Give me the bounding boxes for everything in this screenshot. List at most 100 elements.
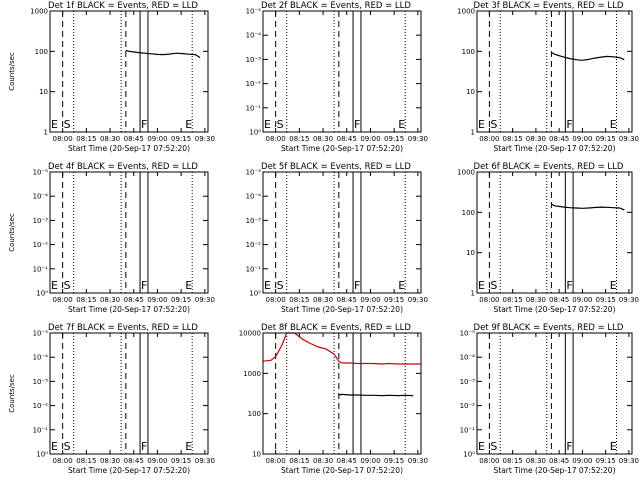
- chart-title: Det 2f BLACK = Events, RED = LLD: [261, 1, 411, 11]
- x-tick-label: 08:45: [124, 296, 144, 304]
- marker-label: F: [354, 279, 360, 292]
- x-tick-label: 09:00: [147, 135, 167, 143]
- y-tick-label: 10⁻²: [33, 402, 49, 410]
- x-tick-label: 08:00: [479, 457, 499, 465]
- x-tick-label: 08:15: [289, 296, 309, 304]
- marker-label: F: [354, 118, 360, 131]
- x-tick-label: 09:30: [619, 296, 639, 304]
- y-tick-label: 10⁰: [463, 451, 475, 459]
- x-tick-label: 08:00: [266, 457, 286, 465]
- y-tick-label: 10⁻⁴: [460, 354, 476, 362]
- y-tick-label: 10⁻³: [33, 217, 49, 225]
- marker-label: F: [141, 440, 147, 453]
- x-tick-label: 09:00: [572, 296, 592, 304]
- x-tick-label: 08:00: [479, 135, 499, 143]
- x-tick-label: 09:00: [360, 296, 380, 304]
- y-tick-label: 10⁻⁴: [246, 193, 262, 201]
- plot-frame: [262, 332, 422, 455]
- marker-label: E: [185, 118, 192, 131]
- y-tick-label: 10⁻⁵: [460, 330, 476, 338]
- marker-label: E: [398, 279, 405, 292]
- marker-label: E: [610, 118, 617, 131]
- y-tick-label: 10: [466, 88, 475, 96]
- y-tick-label: 10⁻²: [246, 241, 262, 249]
- y-tick-label: 100: [462, 48, 475, 56]
- marker-label: E: [185, 279, 192, 292]
- marker-label: E: [185, 440, 192, 453]
- x-tick-label: 08:45: [549, 457, 569, 465]
- y-tick-label: 10⁻⁵: [246, 8, 262, 16]
- x-tick-label: 08:30: [526, 457, 546, 465]
- x-tick-label: 08:15: [503, 296, 523, 304]
- marker-label: E: [398, 118, 405, 131]
- marker-label: S: [490, 440, 497, 453]
- x-tick-label: 09:15: [596, 135, 616, 143]
- x-axis-label: Start Time (20-Sep-17 07:52:20): [494, 305, 616, 314]
- x-tick-label: 09:30: [195, 457, 215, 465]
- marker-label: E: [264, 279, 271, 292]
- x-axis-label: Start Time (20-Sep-17 07:52:20): [494, 144, 616, 153]
- marker-label: S: [64, 440, 71, 453]
- x-tick-label: 08:30: [313, 457, 333, 465]
- y-tick-label: 1000: [457, 169, 475, 177]
- plot-frame: [49, 10, 209, 133]
- x-tick-label: 08:30: [100, 457, 120, 465]
- x-tick-label: 09:00: [572, 135, 592, 143]
- y-tick-label: 10⁰: [249, 129, 261, 137]
- x-tick-label: 08:00: [266, 135, 286, 143]
- x-tick-label: 08:30: [313, 296, 333, 304]
- y-tick-label: 10⁻¹: [246, 104, 262, 112]
- x-tick-label: 09:15: [384, 457, 404, 465]
- y-axis-label: Counts/sec: [8, 52, 16, 91]
- x-tick-label: 09:30: [408, 296, 428, 304]
- plot-frame: [49, 171, 209, 294]
- y-tick-label: 10000: [239, 330, 261, 338]
- y-tick-label: 1: [471, 129, 475, 137]
- marker-label: F: [566, 440, 572, 453]
- x-tick-label: 09:00: [147, 296, 167, 304]
- marker-label: E: [478, 440, 485, 453]
- chart-title: Det 8f BLACK = Events, RED = LLD: [261, 323, 411, 333]
- x-axis-label: Start Time (20-Sep-17 07:52:20): [68, 305, 190, 314]
- y-tick-label: 1: [471, 290, 475, 298]
- x-tick-label: 09:30: [408, 135, 428, 143]
- x-tick-label: 09:30: [619, 135, 639, 143]
- y-tick-label: 1000: [457, 8, 475, 16]
- x-axis-label: Start Time (20-Sep-17 07:52:20): [68, 466, 190, 475]
- series-line-1: [551, 51, 625, 61]
- x-tick-label: 09:30: [195, 296, 215, 304]
- marker-label: E: [478, 279, 485, 292]
- chart-title: Det 6f BLACK = Events, RED = LLD: [474, 162, 624, 172]
- marker-label: S: [64, 279, 71, 292]
- y-axis-label: Counts/sec: [8, 374, 16, 413]
- y-tick-label: 10⁻¹: [33, 426, 49, 434]
- y-tick-label: 10⁻³: [246, 217, 262, 225]
- plot-frame: [262, 171, 422, 294]
- y-tick-label: 10⁻²: [246, 80, 262, 88]
- x-tick-label: 09:15: [384, 296, 404, 304]
- y-tick-label: 10⁻⁴: [33, 193, 49, 201]
- x-tick-label: 09:30: [619, 457, 639, 465]
- series-line-1: [551, 203, 625, 211]
- chart-title: Det 9f BLACK = Events, RED = LLD: [474, 323, 624, 333]
- marker-label: E: [610, 279, 617, 292]
- plot-frame: [49, 332, 209, 455]
- x-tick-label: 08:15: [503, 457, 523, 465]
- x-tick-label: 08:15: [289, 457, 309, 465]
- x-axis-label: Start Time (20-Sep-17 07:52:20): [494, 466, 616, 475]
- x-axis-label: Start Time (20-Sep-17 07:52:20): [281, 466, 403, 475]
- marker-label: S: [64, 118, 71, 131]
- x-tick-label: 08:30: [100, 296, 120, 304]
- x-tick-label: 08:15: [289, 135, 309, 143]
- marker-label: S: [490, 279, 497, 292]
- marker-label: E: [51, 279, 58, 292]
- chart-title: Det 1f BLACK = Events, RED = LLD: [48, 1, 198, 11]
- x-tick-label: 09:15: [596, 296, 616, 304]
